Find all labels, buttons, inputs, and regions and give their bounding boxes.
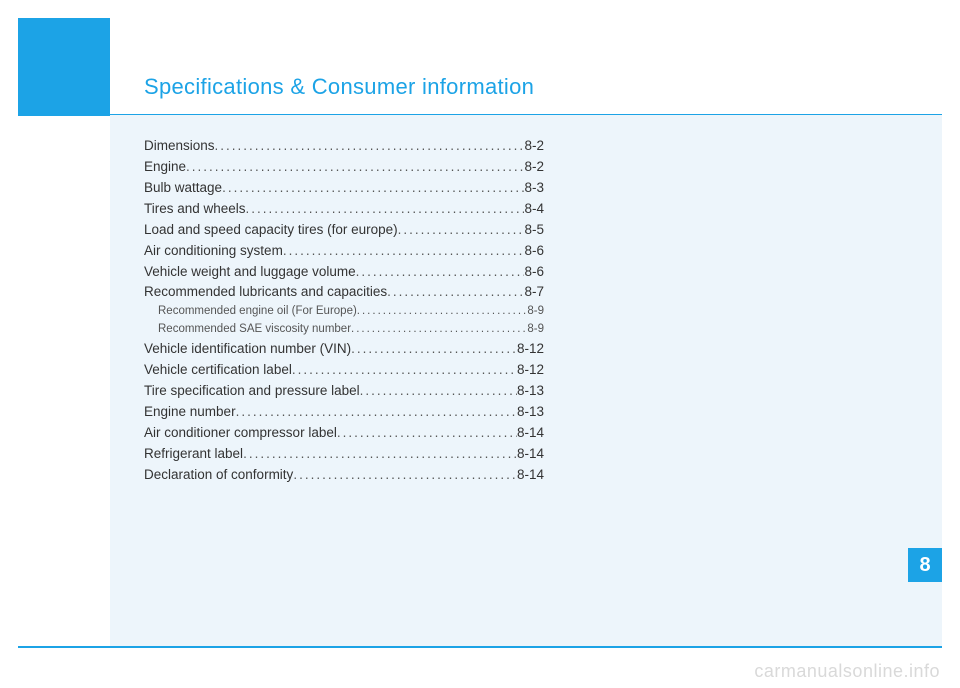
toc-row[interactable]: Bulb wattage 8-3 xyxy=(144,178,544,199)
toc-row[interactable]: Declaration of conformity 8-14 xyxy=(144,465,544,486)
toc-page: 8-12 xyxy=(517,339,544,360)
toc-label: Tires and wheels xyxy=(144,199,246,220)
chapter-number: 8 xyxy=(919,554,930,577)
toc-row[interactable]: Recommended lubricants and capacities 8-7 xyxy=(144,282,544,303)
toc-row[interactable]: Recommended engine oil (For Europe) 8-9 xyxy=(144,303,544,321)
toc-label: Bulb wattage xyxy=(144,178,222,199)
toc-page: 8-14 xyxy=(517,423,544,444)
toc-page: 8-6 xyxy=(524,262,544,283)
toc-page: 8-7 xyxy=(524,282,544,303)
page-area: Specifications & Consumer information Di… xyxy=(18,18,942,658)
toc-page: 8-9 xyxy=(527,321,544,339)
chapter-tab: 8 xyxy=(908,548,942,582)
header-accent-block xyxy=(18,18,110,115)
toc-leader-dots xyxy=(283,241,525,262)
toc-label: Load and speed capacity tires (for europ… xyxy=(144,220,398,241)
toc-leader-dots xyxy=(351,339,517,360)
toc-label: Vehicle identification number (VIN) xyxy=(144,339,351,360)
page-title: Specifications & Consumer information xyxy=(144,74,534,100)
toc-label: Air conditioner compressor label xyxy=(144,423,337,444)
toc-leader-dots xyxy=(236,402,517,423)
toc-leader-dots xyxy=(360,381,517,402)
toc-row[interactable]: Vehicle identification number (VIN) 8-12 xyxy=(144,339,544,360)
toc-page: 8-12 xyxy=(517,360,544,381)
toc-leader-dots xyxy=(222,178,524,199)
toc-leader-dots xyxy=(351,321,527,339)
divider-bottom xyxy=(18,646,942,648)
toc-leader-dots xyxy=(243,444,517,465)
toc-leader-dots xyxy=(398,220,525,241)
toc-label: Engine xyxy=(144,157,186,178)
toc-row[interactable]: Vehicle certification label 8-12 xyxy=(144,360,544,381)
toc-leader-dots xyxy=(357,303,528,321)
toc-label: Recommended engine oil (For Europe) xyxy=(158,303,357,321)
toc-leader-dots xyxy=(356,262,525,283)
watermark: carmanualsonline.info xyxy=(754,661,940,682)
table-of-contents: Dimensions8-2Engine8-2Bulb wattage8-3Tir… xyxy=(144,136,544,485)
toc-page: 8-2 xyxy=(524,136,544,157)
toc-leader-dots xyxy=(337,423,517,444)
toc-row[interactable]: Dimensions 8-2 xyxy=(144,136,544,157)
toc-leader-dots xyxy=(215,136,525,157)
toc-label: Engine number xyxy=(144,402,236,423)
toc-label: Recommended SAE viscosity number xyxy=(158,321,351,339)
toc-row[interactable]: Air conditioning system 8-6 xyxy=(144,241,544,262)
toc-row[interactable]: Tire specification and pressure label 8-1… xyxy=(144,381,544,402)
toc-row[interactable]: Engine 8-2 xyxy=(144,157,544,178)
toc-leader-dots xyxy=(292,360,517,381)
toc-row[interactable]: Engine number 8-13 xyxy=(144,402,544,423)
toc-page: 8-3 xyxy=(524,178,544,199)
toc-leader-dots xyxy=(387,282,524,303)
toc-page: 8-4 xyxy=(524,199,544,220)
toc-label: Air conditioning system xyxy=(144,241,283,262)
toc-label: Recommended lubricants and capacities xyxy=(144,282,387,303)
toc-page: 8-13 xyxy=(517,402,544,423)
toc-label: Tire specification and pressure label xyxy=(144,381,360,402)
toc-page: 8-14 xyxy=(517,444,544,465)
toc-row[interactable]: Load and speed capacity tires (for europ… xyxy=(144,220,544,241)
toc-row[interactable]: Tires and wheels 8-4 xyxy=(144,199,544,220)
toc-page: 8-6 xyxy=(524,241,544,262)
toc-row[interactable]: Air conditioner compressor label 8-14 xyxy=(144,423,544,444)
toc-leader-dots xyxy=(293,465,517,486)
toc-page: 8-13 xyxy=(517,381,544,402)
toc-label: Vehicle weight and luggage volume xyxy=(144,262,356,283)
toc-row[interactable]: Vehicle weight and luggage volume 8-6 xyxy=(144,262,544,283)
toc-page: 8-14 xyxy=(517,465,544,486)
toc-label: Refrigerant label xyxy=(144,444,243,465)
toc-page: 8-5 xyxy=(524,220,544,241)
toc-label: Vehicle certification label xyxy=(144,360,292,381)
toc-label: Declaration of conformity xyxy=(144,465,293,486)
toc-page: 8-2 xyxy=(524,157,544,178)
toc-page: 8-9 xyxy=(527,303,544,321)
toc-label: Dimensions xyxy=(144,136,215,157)
toc-row[interactable]: Recommended SAE viscosity number 8-9 xyxy=(144,321,544,339)
toc-row[interactable]: Refrigerant label 8-14 xyxy=(144,444,544,465)
toc-leader-dots xyxy=(186,157,524,178)
toc-leader-dots xyxy=(246,199,525,220)
